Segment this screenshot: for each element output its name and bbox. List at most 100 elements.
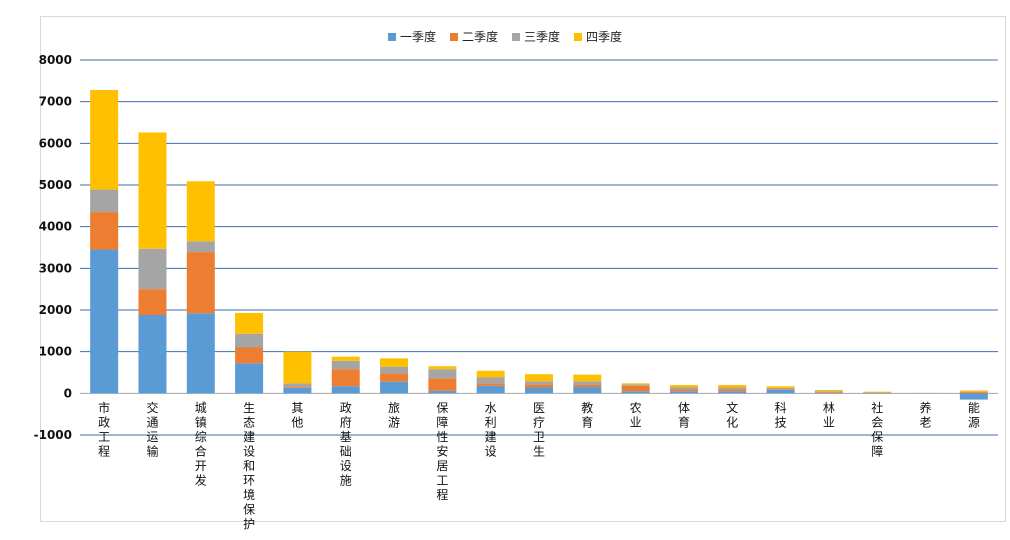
legend: 一季度 二季度 三季度 四季度 (0, 28, 1010, 45)
category-label: 医疗卫生 (533, 401, 545, 459)
bar-segment (380, 358, 409, 367)
bar-segment (621, 384, 650, 386)
category-label: 保障性安居工程 (436, 401, 448, 502)
bar-segment (428, 366, 457, 370)
bar-segment (138, 248, 167, 290)
bar-segment (138, 315, 167, 394)
y-tick-label: 5000 (39, 178, 72, 192)
bar-segment (235, 333, 264, 348)
bar-segment (138, 289, 167, 315)
legend-item: 一季度 (387, 28, 436, 45)
bar-segment (138, 132, 167, 249)
bar-segment (814, 392, 843, 393)
bar-segment (331, 386, 360, 394)
category-label: 旅游 (388, 401, 400, 430)
bar-segment (235, 347, 264, 364)
bar-segment (525, 384, 553, 388)
legend-label: 一季度 (399, 30, 436, 44)
category-label: 其他 (291, 401, 303, 430)
bar-segment (718, 389, 747, 392)
category-label: 科技 (775, 401, 787, 430)
bar-segment (718, 387, 747, 390)
bar-segment (428, 378, 457, 391)
bar-segment (669, 391, 698, 394)
category-label: 养老 (920, 400, 932, 430)
y-tick-label: 0 (64, 386, 72, 400)
category-label: 体育 (678, 401, 690, 430)
category-label: 市政工程 (98, 400, 110, 459)
y-tick-label: 8000 (39, 53, 72, 67)
bar-segment (90, 90, 119, 190)
bar-segment (669, 389, 698, 392)
bar-segment (525, 374, 553, 382)
category-label: 教育 (581, 400, 593, 430)
bar-segment (283, 383, 312, 388)
bar-segment (90, 189, 119, 213)
category-label: 城镇综合开发 (195, 401, 207, 488)
legend-label: 二季度 (461, 30, 498, 44)
bar-segment (621, 383, 650, 385)
bar-segment (283, 351, 312, 384)
category-label: 能源 (968, 401, 980, 430)
legend-swatch (574, 32, 583, 41)
bar-segment (283, 387, 312, 394)
legend-item: 三季度 (512, 28, 560, 45)
bar-segment (235, 312, 264, 334)
bar-segment (186, 241, 215, 253)
bar-segment (428, 369, 457, 379)
category-label: 水利建设 (485, 401, 497, 459)
bar-segment (380, 366, 409, 374)
bar-segment (380, 381, 409, 394)
y-tick-label: 6000 (39, 136, 72, 150)
bar-segment (476, 385, 505, 394)
bar-segment (959, 393, 988, 400)
bar-segment (476, 383, 505, 386)
legend-label: 四季度 (586, 30, 623, 44)
bar-segment (911, 392, 940, 394)
bar-segment (573, 385, 602, 388)
bar-segment (959, 391, 988, 393)
bar-segment (331, 369, 360, 387)
legend-swatch (387, 32, 396, 41)
bar-segment (90, 249, 119, 394)
bar-segment (283, 387, 312, 388)
bar-segment (863, 392, 892, 393)
legend-item: 四季度 (574, 28, 622, 45)
bar-segment (525, 387, 553, 394)
legend-swatch (512, 32, 520, 41)
bar-segment (573, 387, 602, 394)
y-tick-label: 7000 (39, 95, 72, 109)
bar-segment (718, 391, 747, 394)
category-label: 生态建设和环境保护 (243, 401, 255, 531)
bar-segment (766, 387, 795, 390)
bar-segment (380, 373, 409, 382)
category-label: 林业 (823, 401, 835, 430)
category-label: 社会保障 (871, 400, 883, 459)
bar-segment (863, 392, 892, 394)
bar-segment (814, 391, 843, 393)
bar-segment (186, 313, 215, 394)
bar-segment (428, 390, 457, 394)
bar-segment (766, 390, 795, 394)
legend-item: 二季度 (449, 28, 498, 45)
bar-segment (669, 387, 698, 390)
bar-segment (573, 381, 602, 385)
bar-segment (959, 392, 988, 394)
legend-swatch (449, 32, 458, 41)
bar-segment (525, 381, 553, 385)
bar-segment (621, 385, 650, 392)
bar-segment (718, 385, 747, 388)
y-tick-label: 2000 (39, 303, 72, 317)
y-tick-label: -1000 (34, 428, 72, 442)
bar-segment (621, 391, 650, 394)
category-label: 农业 (630, 401, 642, 430)
category-label: 交通运输 (146, 400, 158, 459)
bar-segment (90, 212, 119, 250)
y-tick-label: 4000 (39, 220, 72, 234)
bar-segment (814, 390, 843, 392)
bar-segment (476, 377, 505, 384)
bar-segment (235, 363, 264, 394)
bar-segment (186, 252, 215, 314)
bar-segment (331, 360, 360, 370)
